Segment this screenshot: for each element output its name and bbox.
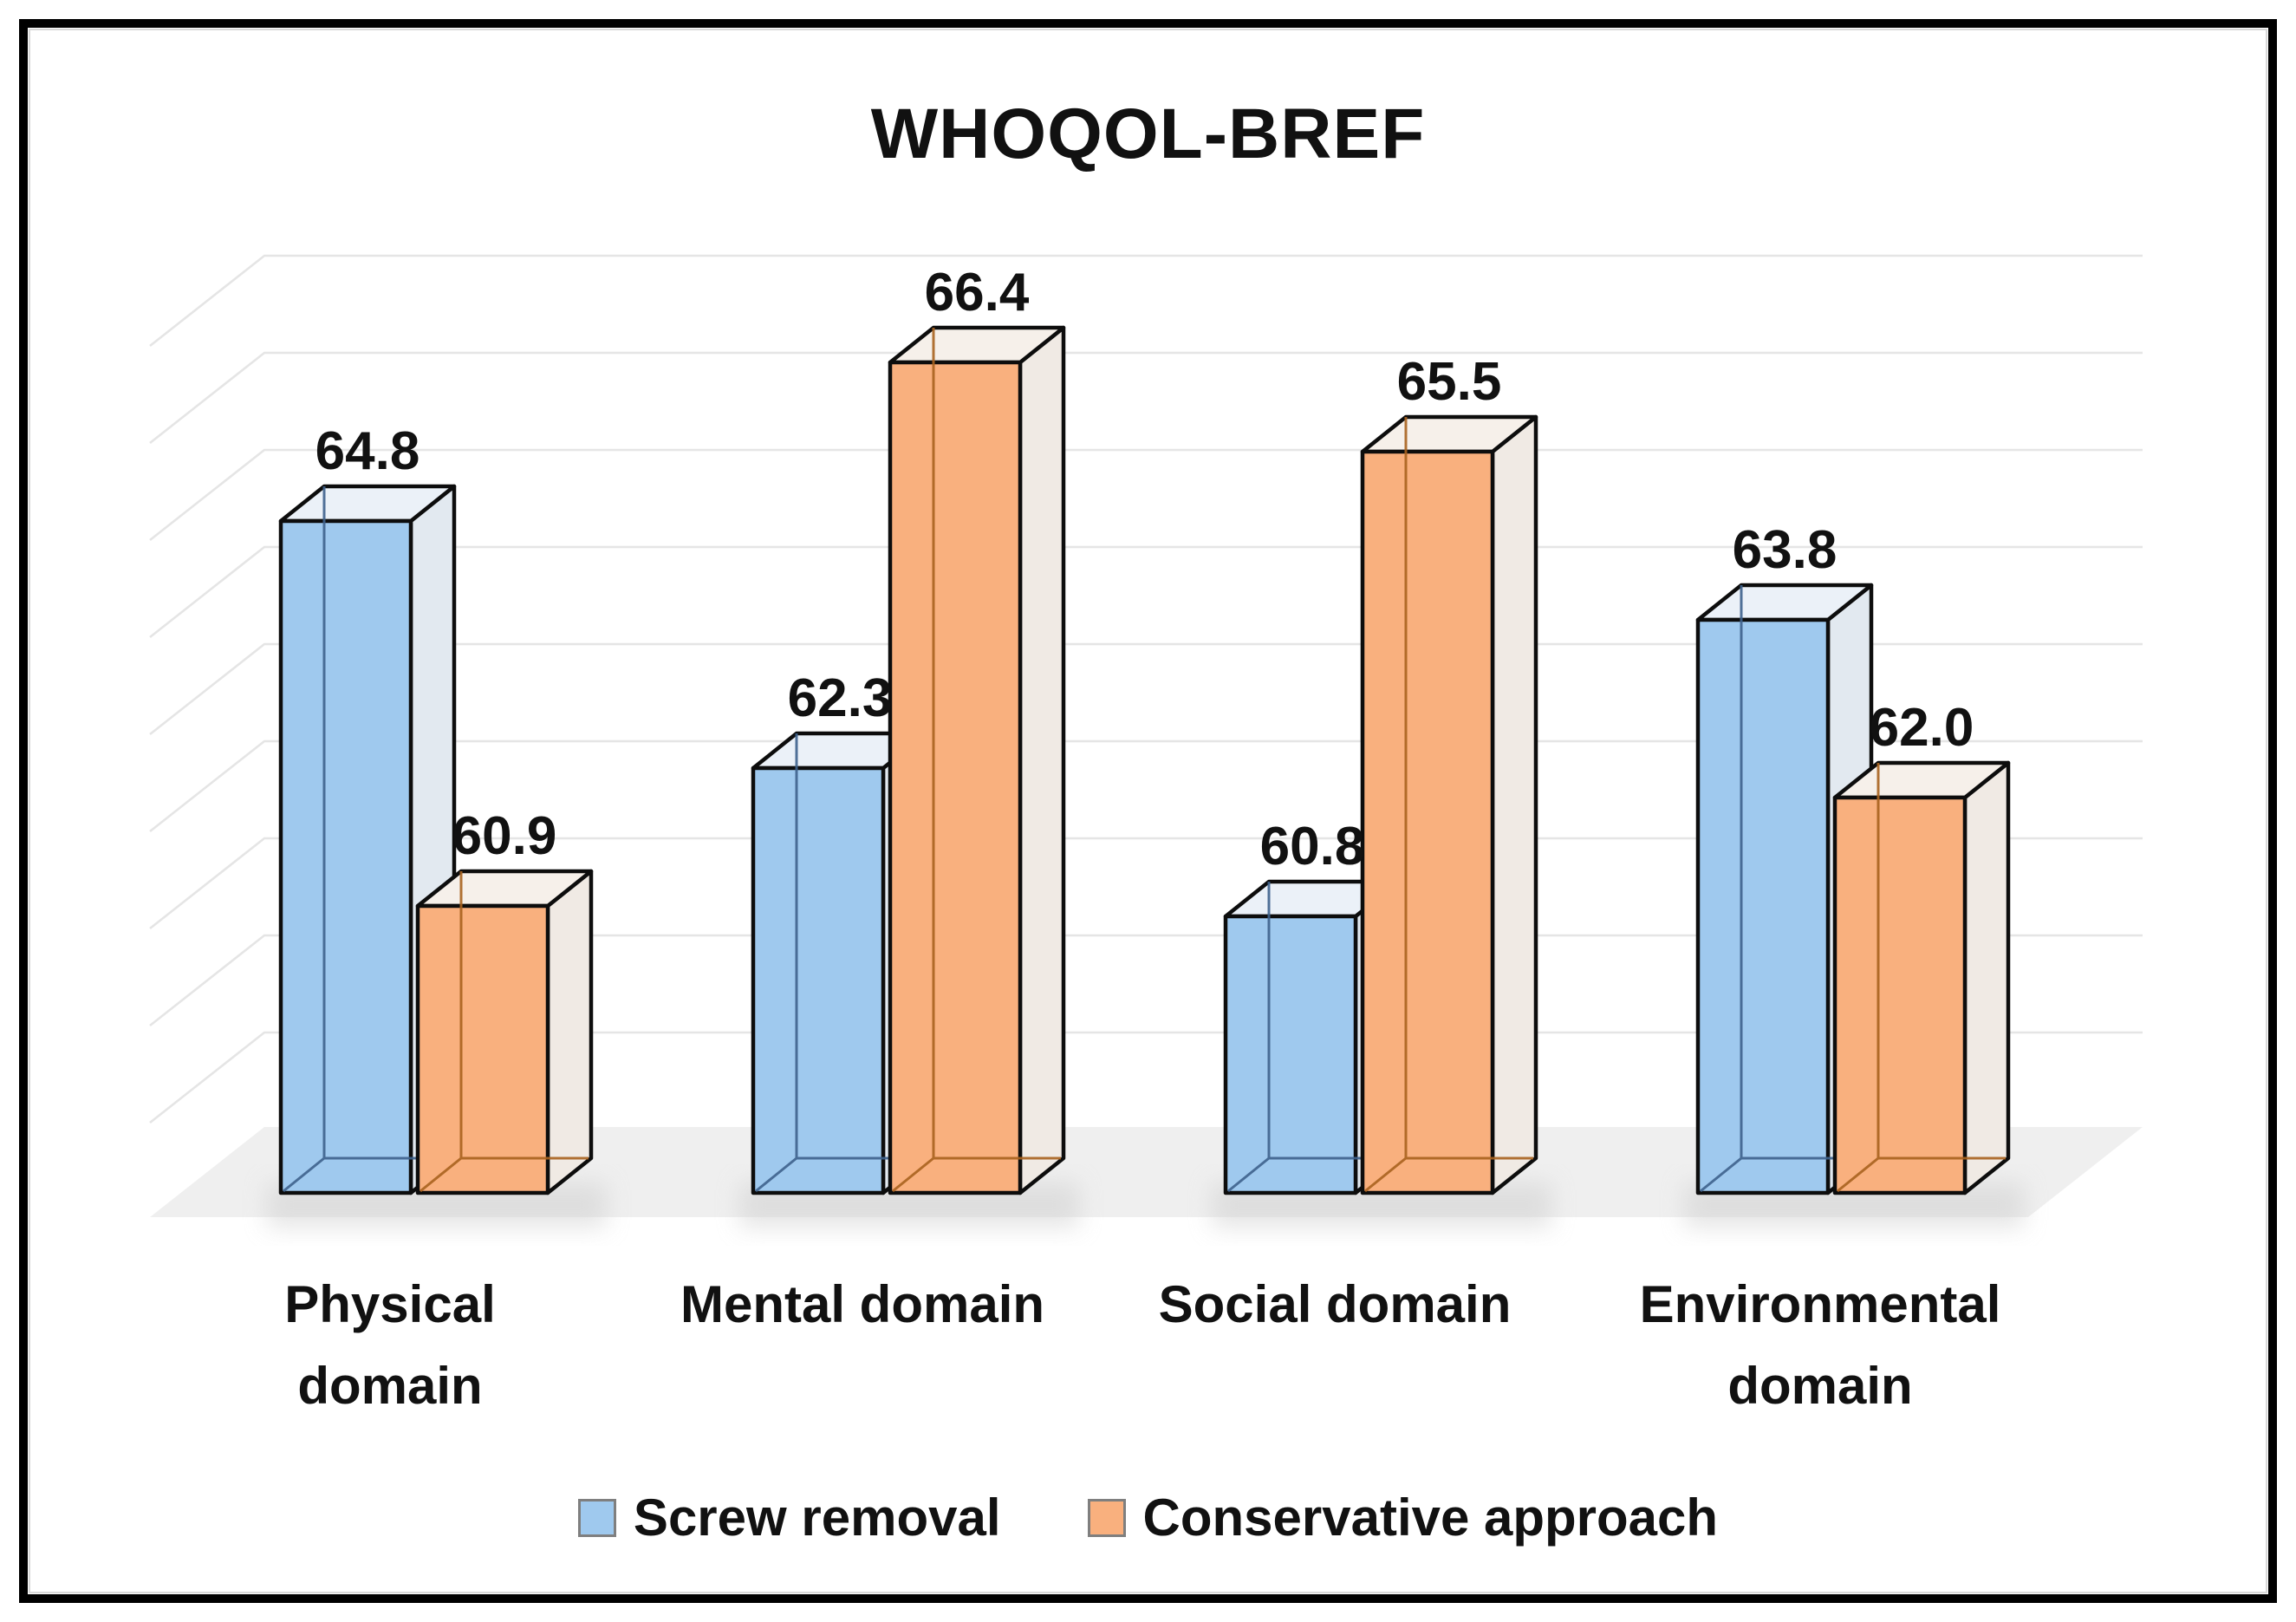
value-label: 63.8 xyxy=(1733,520,1837,580)
category-label-line: Mental domain xyxy=(680,1275,1045,1333)
figure-border xyxy=(19,19,2277,1603)
bar-face xyxy=(278,518,413,1195)
value-label: 62.0 xyxy=(1870,698,1974,758)
category-label-line: Physical xyxy=(284,1275,496,1333)
category-label-physical-domain: Physical domain xyxy=(182,1264,598,1427)
bar-hidden-edges xyxy=(1364,417,1533,1193)
category-label-social-domain: Social domain xyxy=(1127,1264,1543,1345)
category-label-mental-domain: Mental domain xyxy=(654,1264,1070,1345)
bar-hidden-edges xyxy=(892,328,1061,1193)
bar-hidden-edges xyxy=(420,871,589,1193)
bar-face xyxy=(1695,617,1831,1195)
figure-inner-border xyxy=(29,29,2267,1593)
bar-face xyxy=(415,903,550,1195)
legend-label: Screw removal xyxy=(633,1488,1001,1547)
value-label: 60.9 xyxy=(452,806,557,866)
value-label: 65.5 xyxy=(1397,352,1502,412)
bar-conservative-approach-social-domain xyxy=(1360,414,1538,1195)
chart-legend: Screw removal Conservative approach xyxy=(0,1488,2296,1547)
legend-item-screw-removal: Screw removal xyxy=(577,1488,1001,1547)
legend-swatch-screw-removal xyxy=(577,1498,616,1537)
bar-face xyxy=(1832,795,1968,1195)
category-label-line: domain xyxy=(297,1357,483,1415)
bar-hidden-edges xyxy=(1837,763,2006,1193)
category-label-environmental-domain: Environmental domain xyxy=(1612,1264,2028,1427)
gridline xyxy=(149,351,2143,445)
legend-label: Conservative approach xyxy=(1142,1488,1719,1547)
legend-item-conservative-approach: Conservative approach xyxy=(1087,1488,1719,1547)
category-label-line: domain xyxy=(1727,1357,1913,1415)
bar-face xyxy=(751,765,886,1195)
chart-floor xyxy=(150,1127,2143,1217)
bar-face xyxy=(888,360,1023,1195)
value-label: 66.4 xyxy=(925,263,1030,322)
bar-conservative-approach-mental-domain xyxy=(888,325,1066,1195)
bar-screw-removal-physical-domain xyxy=(278,484,457,1195)
value-label: 64.8 xyxy=(315,421,420,481)
bar-face xyxy=(1223,914,1358,1195)
bar-conservative-approach-physical-domain xyxy=(415,869,594,1195)
bar-conservative-approach-environmental-domain xyxy=(1832,760,2011,1195)
bar-face xyxy=(1360,449,1495,1195)
category-label-line: Social domain xyxy=(1158,1275,1512,1333)
legend-swatch-conservative-approach xyxy=(1087,1498,1126,1537)
value-label: 62.3 xyxy=(788,668,893,728)
value-label: 60.8 xyxy=(1260,817,1365,876)
gridline xyxy=(149,254,2143,348)
category-label-line: Environmental xyxy=(1639,1275,2001,1333)
chart-title: WHOQOL-BREF xyxy=(870,94,1426,173)
